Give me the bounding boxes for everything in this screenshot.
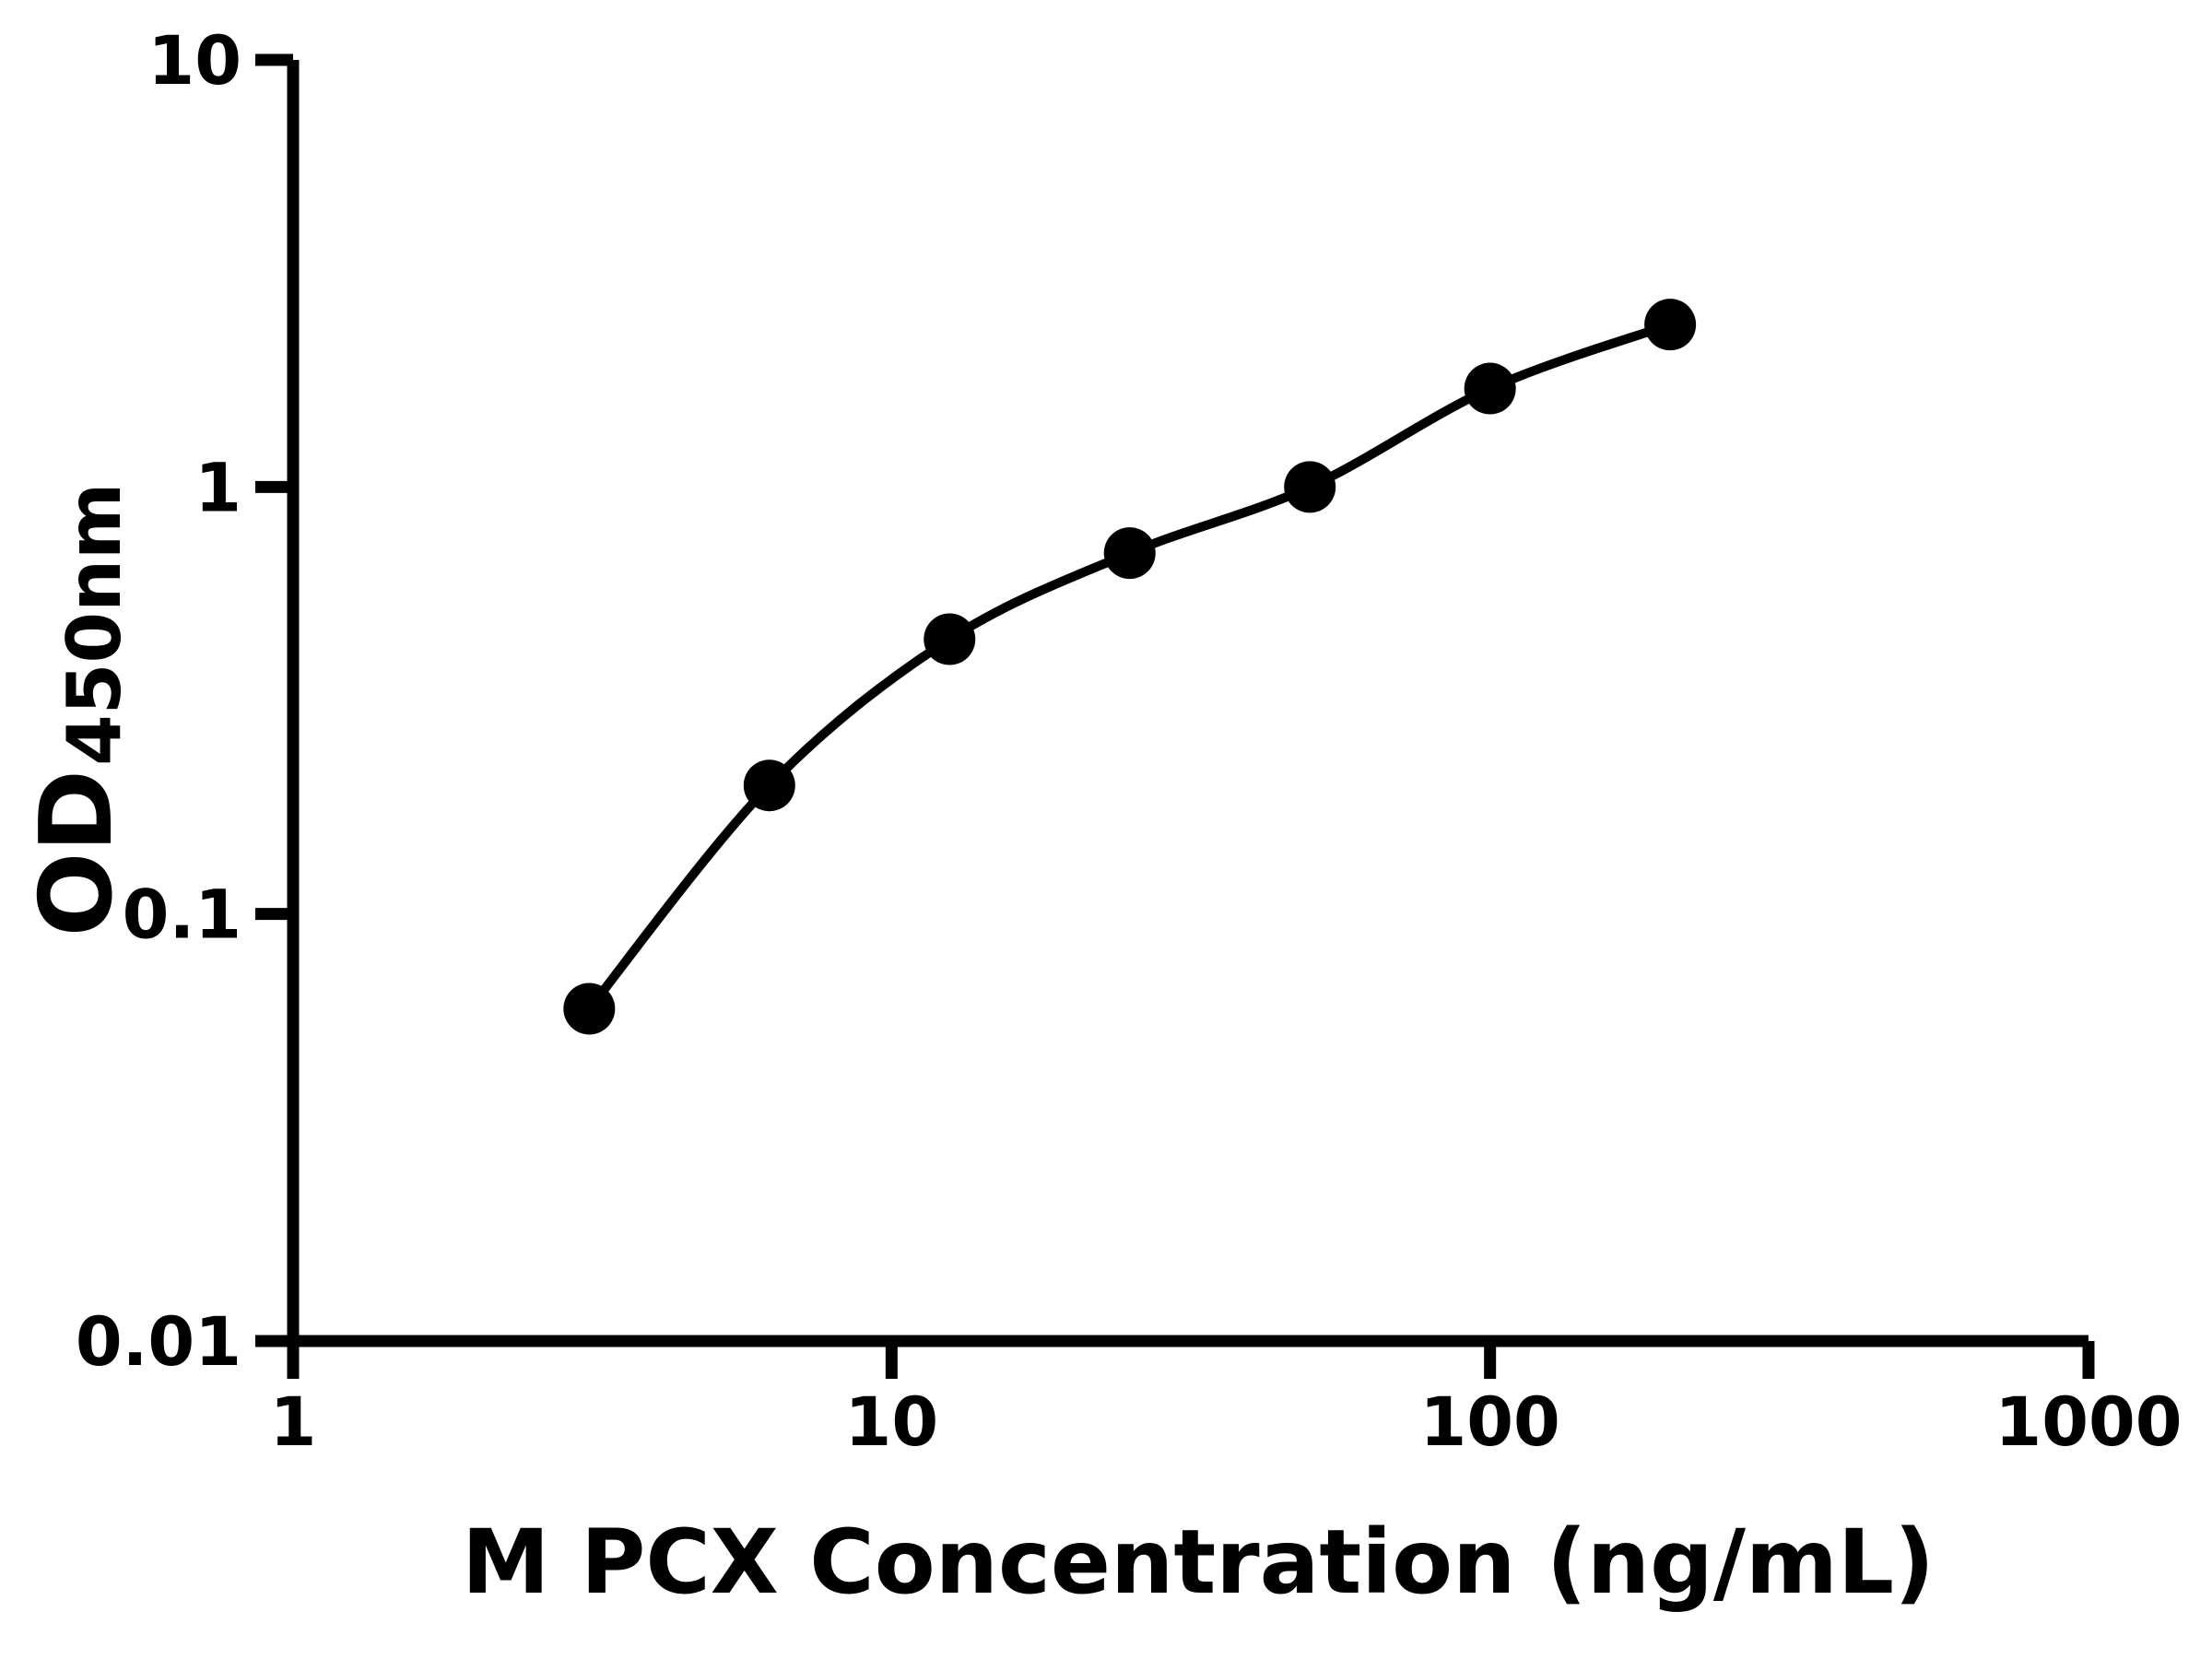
fit-curve [584,320,1676,1014]
data-point [1644,299,1697,351]
axes [287,60,2088,1347]
y-tick-label: 0.1 [123,877,241,955]
x-axis-title: M PCX Concentration (ng/mL) [462,1511,1935,1614]
data-point [924,613,976,665]
x-tick-label: 1 [270,1383,317,1462]
axis-spines [287,60,2088,1347]
x-tick-label: 1000 [1994,1383,2182,1462]
x-tick-label: 10 [845,1383,939,1462]
y-axis-title-main: OD [19,770,135,936]
y-tick-label: 10 [147,22,241,100]
axis-ticks [255,53,2095,1379]
x-tick-label: 100 [1419,1383,1559,1462]
y-axis-title: OD 450nm [19,483,137,937]
y-axis-title-subscript: 450nm [52,483,137,766]
data-point [1103,527,1156,580]
data-point [563,982,616,1035]
data-point [1284,461,1336,513]
data-point-layer [563,299,1697,1035]
data-point [1464,362,1516,415]
fit-curve-layer [584,320,1676,1014]
y-tick-label: 0.01 [76,1303,241,1382]
y-tick-label: 1 [194,449,241,527]
axis-tick-labels: 1 10 100 1000 0.01 0.1 1 10 [76,22,2183,1462]
data-point [743,759,795,812]
